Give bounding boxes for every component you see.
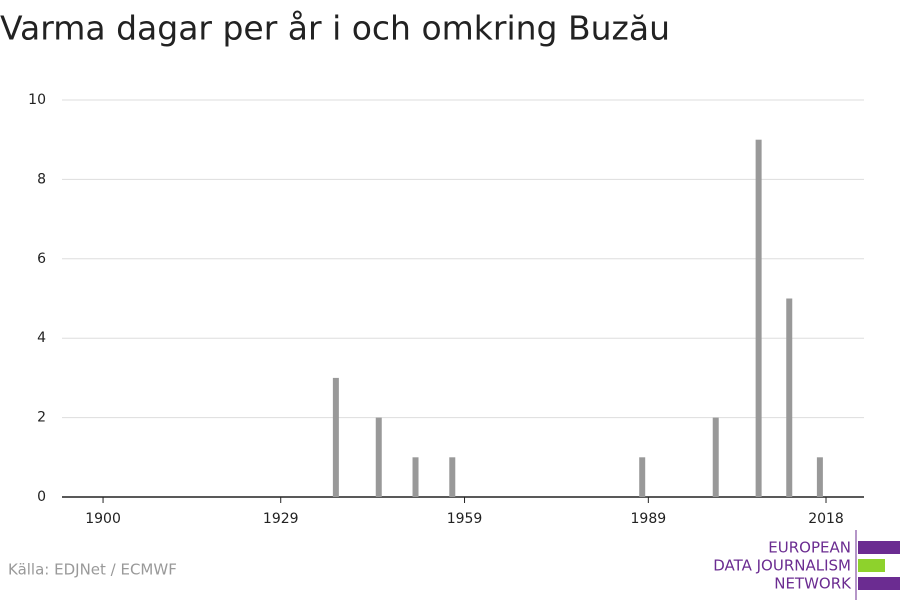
x-tick-label: 1959: [447, 511, 483, 527]
x-tick-label: 1989: [631, 511, 667, 527]
bar: [412, 457, 419, 497]
y-tick-label: 6: [37, 251, 46, 267]
logo-text: NETWORK: [774, 575, 852, 593]
x-tick-label: 2018: [808, 511, 844, 527]
bar: [375, 417, 382, 497]
y-tick-label: 4: [37, 330, 46, 346]
logo-text: DATA JOURNALISM: [713, 557, 851, 575]
y-tick-label: 0: [37, 489, 46, 505]
y-tick-label: 2: [37, 410, 46, 426]
x-tick-label: 1900: [85, 511, 121, 527]
logo-text: EUROPEAN: [768, 539, 851, 557]
bar: [712, 417, 719, 497]
y-tick-label: 8: [37, 171, 46, 187]
y-tick-label: 10: [28, 92, 46, 108]
bar: [449, 457, 456, 497]
logo-bar: [858, 577, 900, 590]
bar: [639, 457, 646, 497]
logo-bar: [858, 541, 900, 554]
logo-bar: [858, 559, 885, 572]
bar: [332, 377, 339, 497]
bar: [755, 139, 762, 497]
chart-title: Varma dagar per år i och omkring Buzău: [0, 9, 670, 48]
source: Källa: EDJNet / ECMWF: [8, 561, 177, 579]
bar: [816, 457, 823, 497]
bar: [786, 298, 793, 497]
x-tick-label: 1929: [263, 511, 299, 527]
